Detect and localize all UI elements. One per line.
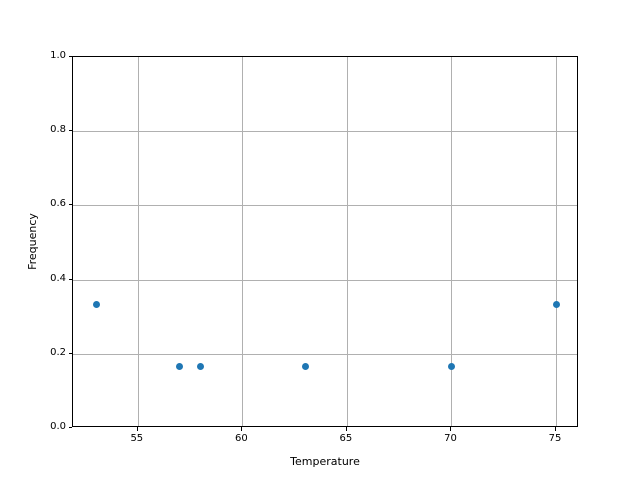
y-tick-label: 0.0 bbox=[50, 421, 66, 432]
y-tick-mark bbox=[68, 56, 72, 57]
y-tick-mark bbox=[68, 427, 72, 428]
gridline-vertical bbox=[556, 57, 557, 426]
gridline-horizontal bbox=[73, 353, 577, 355]
y-tick-label: 0.8 bbox=[50, 124, 66, 136]
scatter-point bbox=[197, 362, 205, 370]
x-tick-label: 65 bbox=[339, 433, 353, 444]
gridline-vertical bbox=[137, 57, 139, 426]
scatter-point bbox=[92, 300, 100, 308]
gridline-horizontal bbox=[73, 205, 577, 207]
x-tick-mark bbox=[241, 427, 243, 431]
plot-area bbox=[72, 56, 578, 427]
y-tick-label: 0.4 bbox=[50, 272, 66, 284]
y-tick-mark bbox=[68, 278, 72, 280]
x-tick-label: 75 bbox=[548, 433, 562, 444]
y-tick-label: 1.0 bbox=[50, 50, 66, 61]
scatter-point bbox=[176, 362, 184, 370]
x-tick-label: 70 bbox=[444, 433, 457, 444]
gridline-vertical bbox=[451, 57, 453, 426]
y-tick-mark bbox=[68, 352, 72, 354]
y-tick-label: 0.2 bbox=[50, 346, 66, 358]
y-tick-mark bbox=[68, 130, 72, 132]
y-tick-mark bbox=[68, 204, 72, 206]
x-tick-mark bbox=[450, 427, 452, 431]
gridline-vertical bbox=[242, 57, 244, 426]
x-tick-mark bbox=[345, 427, 347, 431]
y-axis-label: Frequency bbox=[26, 213, 39, 270]
x-tick-mark bbox=[555, 427, 556, 431]
x-tick-label: 55 bbox=[130, 433, 144, 444]
gridline-horizontal bbox=[73, 279, 577, 281]
scatter-point bbox=[301, 362, 309, 370]
scatter-point bbox=[447, 362, 455, 370]
x-tick-mark bbox=[136, 427, 138, 431]
gridline-vertical bbox=[346, 57, 348, 426]
x-axis-label: Temperature bbox=[290, 455, 360, 468]
x-tick-label: 60 bbox=[234, 433, 248, 444]
y-tick-label: 0.6 bbox=[50, 198, 66, 210]
scatter-point bbox=[552, 300, 560, 308]
gridline-horizontal bbox=[73, 131, 577, 133]
